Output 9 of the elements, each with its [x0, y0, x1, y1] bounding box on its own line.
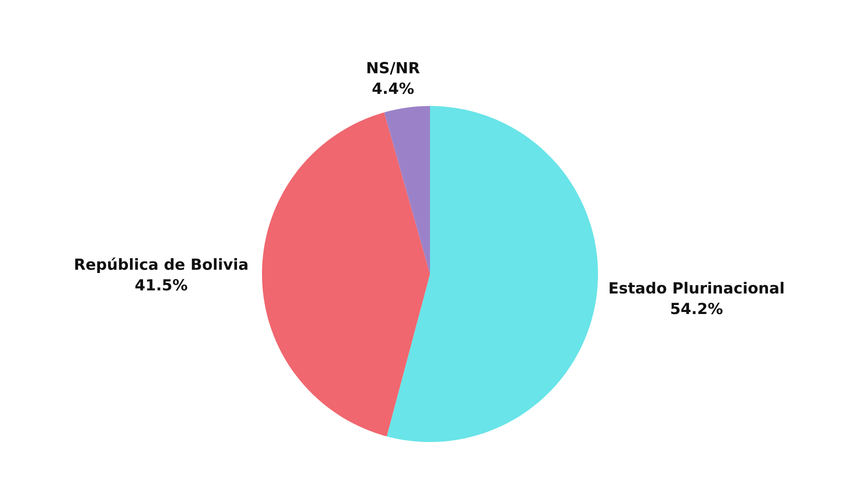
slice-label: NS/NR — [367, 62, 420, 75]
slice-label: Estado Plurinacional — [610, 282, 784, 294]
data-label: 54.2% — [671, 302, 723, 314]
data-label: 4.4% — [372, 82, 414, 94]
pie-slice — [386, 106, 598, 442]
pie-slice — [384, 106, 430, 274]
slice-label: República de Bolivia — [75, 258, 248, 273]
data-label: 41.5% — [135, 279, 188, 291]
pie-slice — [262, 112, 430, 436]
